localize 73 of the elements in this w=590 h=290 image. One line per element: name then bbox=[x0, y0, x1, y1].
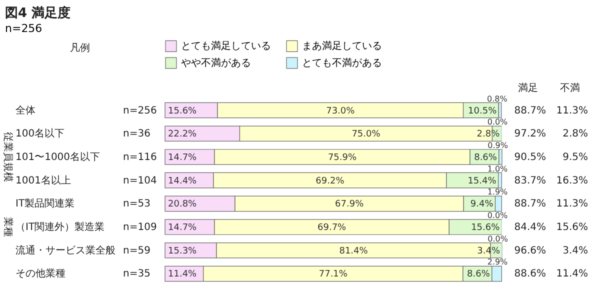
text: 88.7% bbox=[514, 198, 546, 210]
legend-label: とても不満がある bbox=[302, 57, 382, 69]
data-label: 69.7% bbox=[318, 223, 347, 234]
text: 図4 満足度 bbox=[5, 5, 71, 21]
text: 83.7% bbox=[514, 175, 546, 186]
legend-label: とても満足している bbox=[181, 40, 271, 52]
data-label: 22.2% bbox=[168, 130, 198, 140]
text: 2.8% bbox=[562, 128, 588, 140]
text: 3.4% bbox=[562, 245, 588, 256]
text: 11.3% bbox=[556, 105, 588, 116]
text: 84.4% bbox=[514, 222, 546, 234]
text: 11.3% bbox=[556, 198, 588, 210]
data-label: 73.0% bbox=[326, 106, 356, 116]
text: 従業員規模 bbox=[2, 132, 14, 182]
data-label: 15.6% bbox=[168, 106, 198, 116]
text: 90.5% bbox=[514, 152, 546, 163]
y-tick-label: （IT関連外）製造業 bbox=[16, 221, 105, 234]
y-tick-label: IT製品関連業 bbox=[16, 198, 75, 210]
text: 不満 bbox=[560, 82, 580, 94]
data-label: 1.0% bbox=[487, 164, 508, 174]
data-label: 14.7% bbox=[168, 152, 198, 163]
y-tick-label: 101〜1000名以下 bbox=[16, 150, 100, 163]
data-label: 9.4% bbox=[470, 200, 494, 210]
text: n=256 bbox=[5, 22, 42, 35]
text: 97.2% bbox=[514, 128, 546, 140]
legend-label: まあ満足している bbox=[302, 40, 382, 52]
data-label: 67.9% bbox=[335, 200, 364, 210]
data-label: 0.0% bbox=[487, 118, 508, 127]
text: 88.6% bbox=[514, 268, 546, 280]
data-label: 75.9% bbox=[328, 152, 357, 163]
data-label: 10.5% bbox=[468, 106, 498, 116]
text: 凡例 bbox=[70, 43, 90, 54]
text: n=256 bbox=[123, 105, 157, 116]
data-label: 2.9% bbox=[487, 258, 508, 267]
text: n=116 bbox=[123, 152, 157, 163]
text: 業種 bbox=[2, 217, 14, 238]
y-tick-label: 100名以下 bbox=[16, 128, 65, 140]
data-label: 15.3% bbox=[168, 246, 198, 256]
text: n=53 bbox=[123, 198, 150, 210]
data-label: 0.8% bbox=[487, 94, 508, 104]
text: 11.4% bbox=[556, 268, 588, 280]
text: 16.3% bbox=[556, 175, 588, 186]
legend-label: やや不満がある bbox=[181, 57, 251, 69]
text: n=35 bbox=[123, 268, 150, 280]
text: 満足 bbox=[518, 82, 538, 94]
y-tick-label: その他業種 bbox=[16, 268, 66, 280]
data-label: 14.4% bbox=[168, 176, 198, 186]
data-label: 8.6% bbox=[474, 152, 498, 163]
text: 9.5% bbox=[562, 152, 588, 163]
data-label: 1.9% bbox=[487, 188, 508, 197]
text: 88.7% bbox=[514, 105, 546, 116]
data-label: 81.4% bbox=[339, 246, 368, 256]
data-label: 8.6% bbox=[467, 270, 490, 280]
data-label: 77.1% bbox=[318, 270, 348, 280]
y-tick-label: 全体 bbox=[16, 104, 36, 116]
y-tick-label: 1001名以上 bbox=[16, 174, 71, 186]
data-label: 15.4% bbox=[468, 176, 497, 186]
text: 15.6% bbox=[556, 222, 588, 234]
data-label: 0.0% bbox=[487, 211, 508, 220]
text: n=109 bbox=[123, 222, 157, 234]
y-tick-label: 流通・サービス業全般 bbox=[16, 244, 116, 256]
data-label: 11.4% bbox=[168, 270, 198, 280]
data-label: 75.0% bbox=[352, 130, 381, 140]
data-label: 0.9% bbox=[488, 140, 508, 150]
text: n=104 bbox=[123, 175, 157, 186]
data-label: 14.7% bbox=[168, 223, 198, 234]
data-label: 20.8% bbox=[168, 200, 198, 210]
data-label: 0.0% bbox=[488, 234, 508, 244]
data-label: 69.2% bbox=[316, 176, 345, 186]
text: 96.6% bbox=[514, 245, 546, 256]
text: n=59 bbox=[123, 245, 150, 256]
text: n=36 bbox=[123, 128, 150, 140]
data-label: 15.6% bbox=[471, 223, 500, 234]
